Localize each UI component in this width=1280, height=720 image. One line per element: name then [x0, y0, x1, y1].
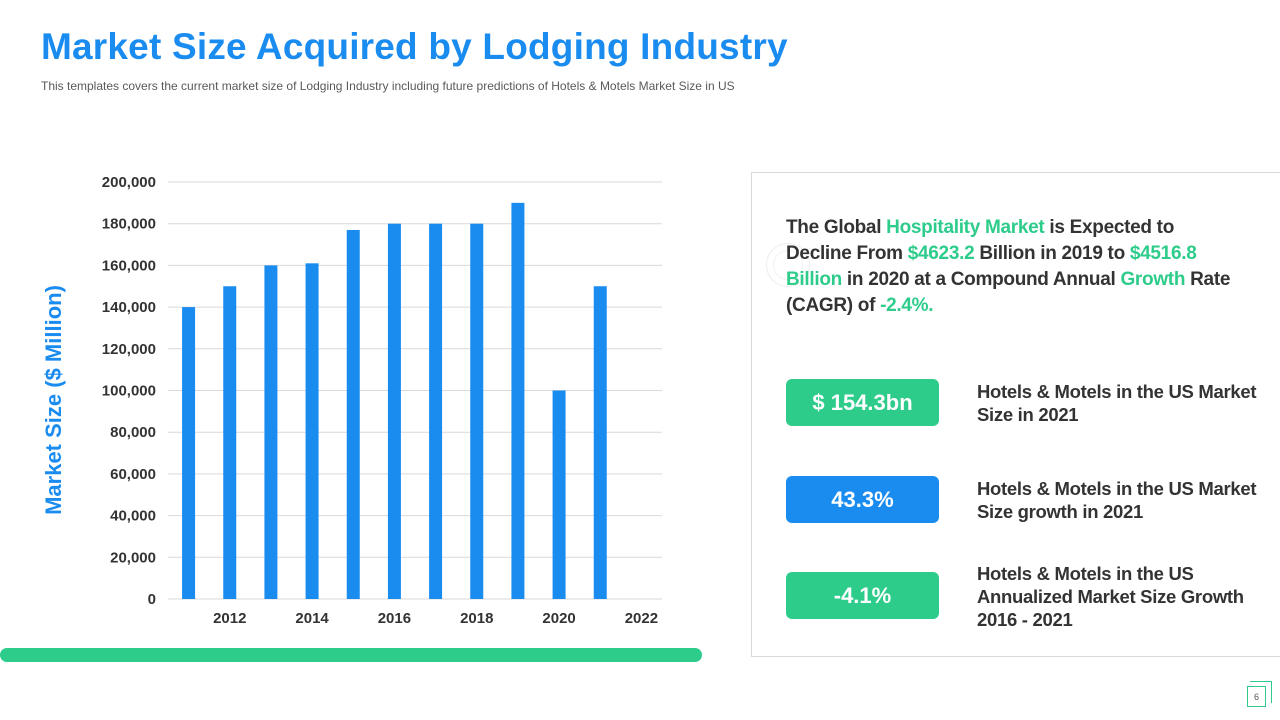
bottom-accent-bar: [0, 648, 702, 662]
y-axis-title: Market Size ($ Million): [41, 285, 66, 515]
headline-part: The Global: [786, 217, 887, 238]
y-tick-label: 20,000: [110, 549, 156, 566]
headline-part: Billion in 2019 to: [974, 243, 1130, 264]
y-tick-label: 80,000: [110, 424, 156, 441]
page-number: 6: [1247, 681, 1272, 707]
bar: [593, 286, 607, 599]
y-tick-label: 0: [148, 591, 156, 608]
bar: [264, 265, 278, 599]
bar: [182, 307, 196, 599]
y-tick-label: 60,000: [110, 466, 156, 483]
stat-label-growth: Hotels & Motels in the US Market Size gr…: [977, 478, 1257, 522]
x-tick-label: 2022: [625, 610, 658, 627]
stat-badge-growth: 43.3%: [786, 476, 939, 523]
x-tick-label: 2020: [542, 610, 575, 627]
bar: [387, 223, 401, 599]
y-tick-label: 200,000: [102, 174, 156, 191]
bar: [470, 223, 484, 599]
bar: [552, 390, 566, 599]
stat-badge-market-size: $ 154.3bn: [786, 379, 939, 426]
headline-highlight: Growth: [1120, 269, 1186, 290]
x-tick-label: 2018: [460, 610, 493, 627]
decorative-circle: [766, 243, 810, 287]
x-tick-label: 2012: [213, 610, 246, 627]
headline-part: is Expected to Decline From: [786, 217, 1175, 264]
headline-highlight: -2.4%.: [880, 295, 934, 316]
page-title: Market Size Acquired by Lodging Industry: [41, 26, 788, 67]
stat-badge-annualized-growth: -4.1%: [786, 572, 939, 619]
headline-highlight: $4623.2: [907, 243, 975, 264]
headline-highlight: $4516.8 Billion: [786, 243, 1197, 290]
y-tick-label: 120,000: [102, 341, 156, 358]
bar-chart: 0 20,000 40,000 60,000 80,000 100,000 120,000 1…: [102, 174, 662, 627]
stat-label-annualized-growth: Hotels & Motels in the US Annualized Mar…: [977, 563, 1244, 630]
x-tick-label: 2016: [378, 610, 411, 627]
y-tick-label: 40,000: [110, 508, 156, 525]
headline-text: The Global Hospitality Market is Expecte…: [786, 215, 1236, 319]
x-tick-label: 2014: [295, 610, 329, 627]
bar: [305, 263, 319, 599]
headline-highlight: Hospitality Market: [886, 217, 1045, 238]
bar: [511, 202, 525, 599]
bar: [346, 229, 360, 599]
stat-label-market-size: Hotels & Motels in the US Market Size in…: [977, 381, 1257, 425]
bar: [223, 286, 237, 599]
bar: [429, 223, 443, 599]
y-tick-label: 160,000: [102, 257, 156, 274]
y-tick-label: 100,000: [102, 383, 156, 400]
headline-part: Rate (CAGR) of: [786, 269, 1231, 316]
headline-part: in 2020 at a Compound Annual: [841, 269, 1121, 290]
page-subtitle: This templates covers the current market…: [41, 79, 735, 93]
y-tick-label: 140,000: [102, 299, 156, 316]
y-tick-label: 180,000: [102, 216, 156, 233]
